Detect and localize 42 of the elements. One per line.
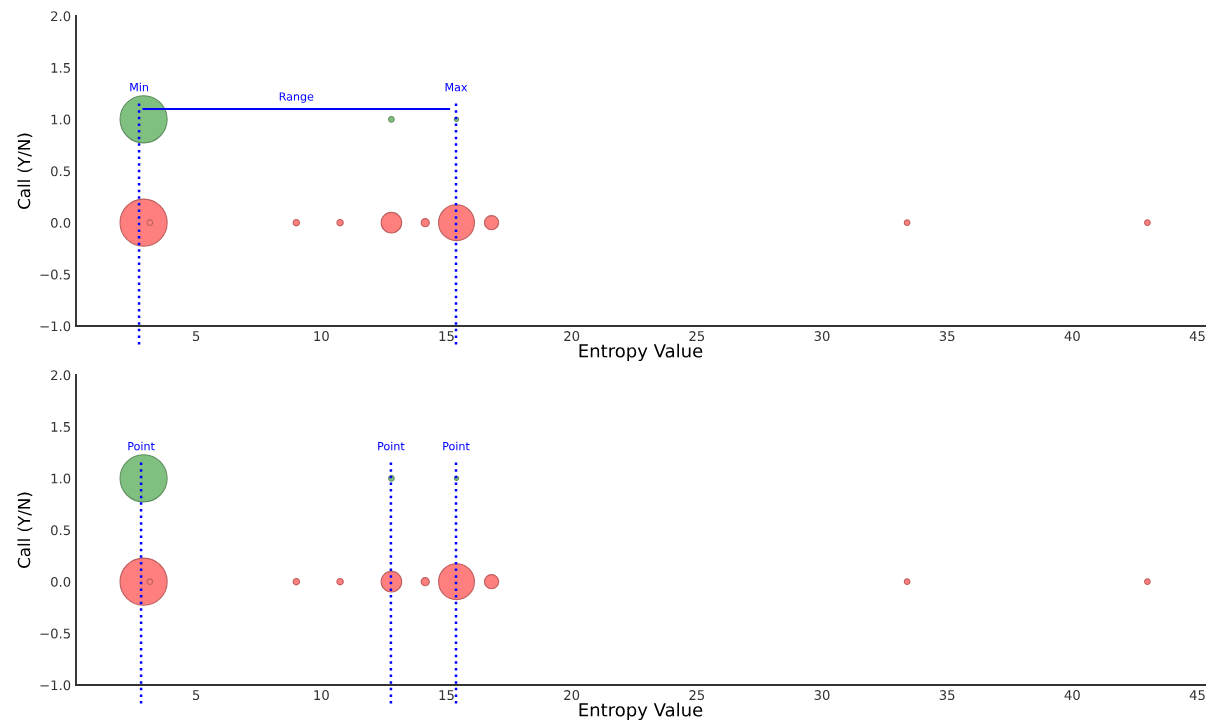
x-tick-label: 45: [1189, 331, 1205, 342]
x-tick-label: 15: [439, 331, 454, 342]
y-tick-label: 1.0: [51, 473, 71, 484]
ref-line-label: Min: [130, 82, 148, 92]
x-axis-title: Entropy Value: [579, 343, 703, 362]
y-axis-title: Call (Y/N): [17, 492, 33, 568]
y-axis-title: Call (Y/N): [17, 133, 33, 209]
x-tick-label: 30: [814, 331, 830, 342]
y-tick-label: 0.0: [51, 217, 71, 228]
y-tick-label: −1.0: [40, 680, 71, 691]
x-tick-label: 5: [192, 690, 200, 701]
x-tick-label: 35: [939, 690, 955, 701]
x-tick-label: 10: [314, 690, 329, 701]
y-tick-label: −0.5: [40, 628, 70, 639]
x-tick-label: 20: [564, 331, 580, 342]
x-tick-label: 40: [1064, 690, 1080, 701]
ref-line-label: Point: [128, 441, 155, 451]
y-tick-label: 2.0: [51, 370, 71, 381]
y-tick-label: 1.5: [51, 422, 70, 432]
annotation: Range: [279, 92, 314, 103]
x-tick-label: 15: [439, 690, 454, 701]
y-tick-label: −0.5: [40, 269, 70, 280]
x-tick-label: 40: [1064, 331, 1080, 342]
y-tick-label: −1.0: [40, 321, 71, 332]
x-axis-title: Entropy Value: [579, 702, 703, 721]
ref-line-label: Point: [443, 441, 470, 451]
x-tick-label: 10: [314, 331, 329, 342]
y-tick-label: 1.5: [51, 63, 70, 73]
x-tick-label: 35: [939, 331, 955, 342]
x-tick-label: 20: [564, 690, 580, 701]
ref-line-label: Point: [378, 441, 405, 451]
y-tick-label: 0.0: [51, 576, 71, 587]
x-tick-label: 5: [192, 331, 200, 342]
x-tick-label: 45: [1189, 690, 1205, 701]
y-tick-label: 1.0: [51, 114, 71, 125]
x-tick-label: 25: [689, 331, 705, 342]
y-tick-label: 0.5: [51, 166, 70, 177]
ref-line-label: Max: [445, 83, 468, 92]
y-tick-label: 0.5: [51, 525, 70, 536]
x-tick-label: 25: [689, 690, 705, 701]
x-tick-label: 30: [814, 690, 830, 701]
y-tick-label: 2.0: [51, 11, 71, 22]
